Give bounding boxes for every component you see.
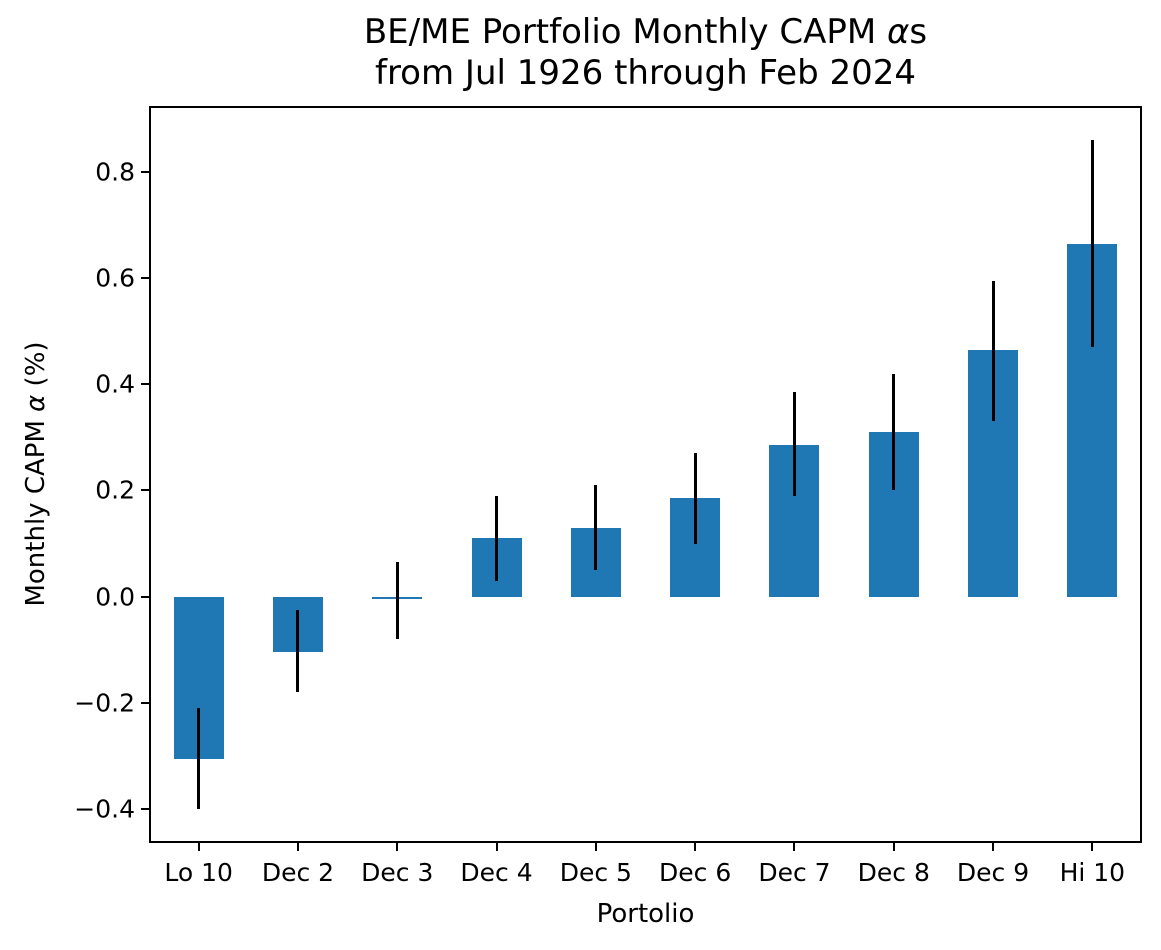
- alpha-symbol: α: [887, 12, 910, 52]
- x-tick-label-hi-10: Hi 10: [1059, 858, 1126, 887]
- x-tick-label-dec-7: Dec 7: [758, 858, 831, 887]
- chart-title: BE/ME Portfolio Monthly CAPM αs from Jul…: [149, 12, 1142, 95]
- y-axis-label: Monthly CAPM α (%): [21, 341, 51, 606]
- y-tick-label: 0.2: [95, 475, 135, 505]
- y-tick-mark: [141, 808, 149, 811]
- error-bar-dec-5: [594, 485, 598, 571]
- x-tick-mark: [296, 843, 299, 851]
- y-tick-label: 0.0: [95, 582, 135, 612]
- error-bar-dec-6: [693, 453, 697, 544]
- x-tick-label-dec-5: Dec 5: [559, 858, 632, 887]
- x-tick-mark: [396, 843, 399, 851]
- error-bar-dec-2: [296, 609, 300, 693]
- x-tick-mark: [495, 843, 498, 851]
- error-bar-dec-7: [792, 392, 796, 496]
- y-tick-label: −0.2: [74, 688, 135, 718]
- error-bar-dec-8: [892, 373, 896, 491]
- y-tick-label: 0.8: [95, 157, 135, 187]
- y-tick-mark: [141, 277, 149, 280]
- x-tick-label-dec-3: Dec 3: [361, 858, 434, 887]
- y-tick-label: 0.4: [95, 369, 135, 399]
- error-bar-hi-10: [1090, 139, 1094, 348]
- y-tick-mark: [141, 595, 149, 598]
- x-tick-label-lo-10: Lo 10: [164, 858, 233, 887]
- error-bar-dec-4: [495, 495, 499, 581]
- x-tick-mark: [793, 843, 796, 851]
- chart-title-line2: from Jul 1926 through Feb 2024: [374, 53, 917, 94]
- x-tick-label-dec-6: Dec 6: [659, 858, 732, 887]
- chart-title-text: BE/ME Portfolio Monthly CAPM: [363, 12, 887, 52]
- error-bar-lo-10: [197, 708, 201, 809]
- chart-title-line1: BE/ME Portfolio Monthly CAPM αs: [149, 12, 1142, 53]
- x-axis-label: Portolio: [596, 899, 695, 929]
- error-bar-dec-9: [991, 280, 995, 422]
- y-tick-mark: [141, 701, 149, 704]
- y-tick-mark: [141, 489, 149, 492]
- x-tick-mark: [197, 843, 200, 851]
- y-tick-mark: [141, 170, 149, 173]
- x-tick-mark: [892, 843, 895, 851]
- y-tick-label: 0.6: [95, 263, 135, 293]
- x-tick-label-dec-2: Dec 2: [261, 858, 335, 887]
- error-bar-dec-3: [395, 562, 399, 640]
- x-tick-label-dec-4: Dec 4: [460, 858, 533, 887]
- x-tick-mark: [594, 843, 597, 851]
- y-axis-label-text: Monthly CAPM: [21, 411, 51, 607]
- x-tick-label-dec-8: Dec 8: [857, 858, 930, 887]
- y-tick-mark: [141, 383, 149, 386]
- x-tick-mark: [992, 843, 995, 851]
- alpha-symbol: α: [21, 394, 51, 412]
- y-axis-label-suffix: (%): [21, 341, 51, 395]
- x-tick-mark: [1091, 843, 1094, 851]
- x-tick-label-dec-9: Dec 9: [956, 858, 1030, 887]
- x-tick-mark: [694, 843, 697, 851]
- chart-title-text-suffix: s: [909, 12, 928, 52]
- y-tick-label: −0.4: [74, 794, 135, 824]
